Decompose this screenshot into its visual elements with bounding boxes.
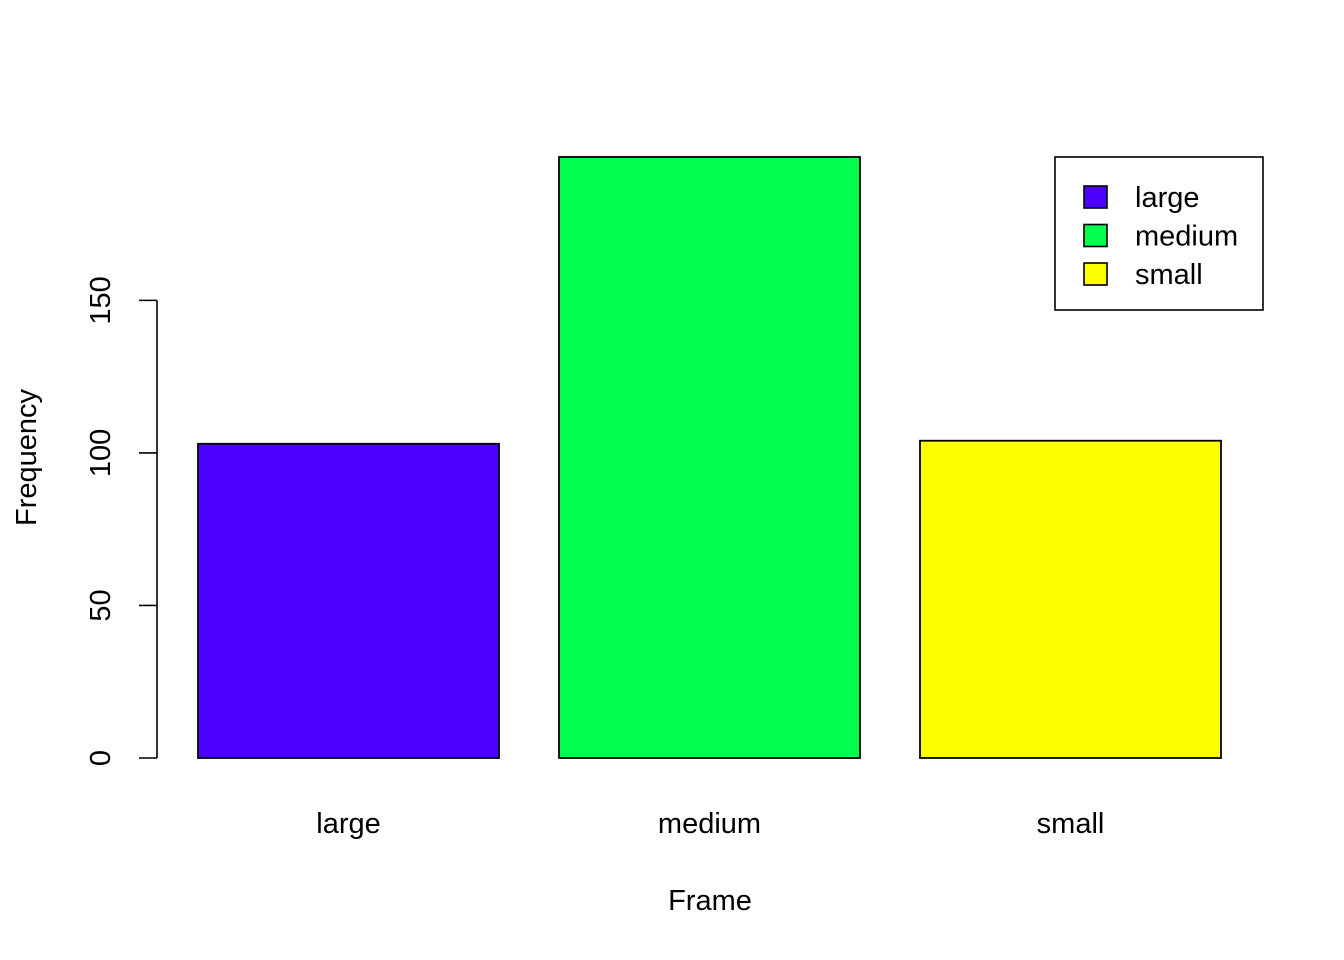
bar-medium (558, 156, 861, 759)
legend-swatch-medium (1083, 223, 1108, 248)
x-axis-title: Frame (668, 885, 752, 917)
y-tick-label: 0 (85, 750, 117, 766)
x-tick-label: small (1037, 808, 1105, 840)
legend-label-small: small (1135, 259, 1203, 291)
legend-swatch-large (1083, 185, 1108, 209)
bar-large (197, 442, 500, 759)
x-tick-label: large (316, 808, 381, 840)
x-axis-labels: large medium small (316, 808, 1104, 840)
legend-label-large: large (1135, 182, 1200, 214)
y-axis: 0 50 100 150 (85, 276, 158, 766)
bars-layer (197, 156, 1222, 759)
legend-swatch-small (1083, 262, 1108, 286)
y-tick-label: 100 (85, 429, 117, 477)
y-tick-label: 50 (85, 589, 117, 621)
y-axis-title: Frequency (11, 388, 43, 526)
bar-small (919, 439, 1222, 759)
y-tick-label: 150 (85, 276, 117, 324)
legend-label-medium: medium (1135, 221, 1238, 253)
legend: large medium small (1054, 156, 1264, 311)
x-tick-label: medium (658, 808, 761, 840)
